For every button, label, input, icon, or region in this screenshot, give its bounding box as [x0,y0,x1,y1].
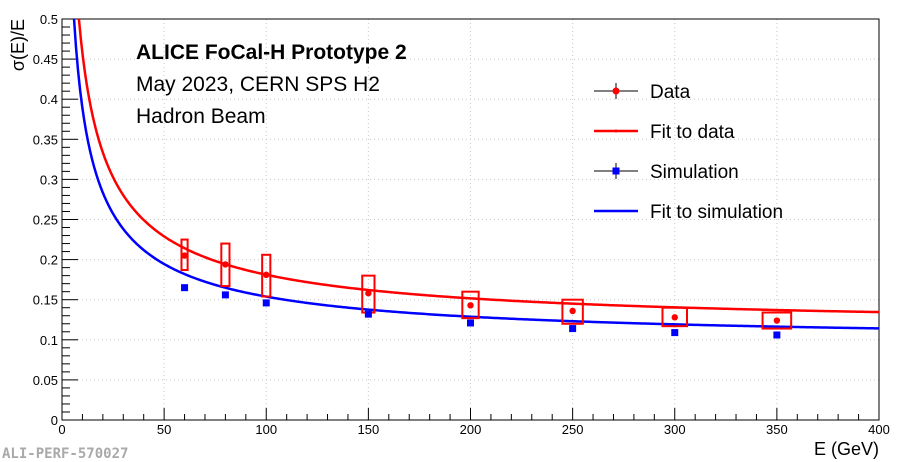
x-axis-title: E (GeV) [814,439,879,459]
x-tick-label: 350 [766,422,788,437]
y-tick-label: 0.3 [40,172,58,187]
simulation-points [181,284,781,339]
data-syst-box [261,253,272,298]
legend-label-data: Data [650,82,691,103]
watermark: ALI-PERF-570027 [2,446,128,462]
legend-label-simulation: Simulation [650,162,739,183]
legend-label-fit-data: Fit to data [650,122,735,143]
y-tick-label: 0.15 [33,293,58,308]
y-tick-label: 0.5 [40,12,58,27]
data-point [222,261,229,268]
grid [62,19,879,420]
simulation-point [671,329,679,337]
data-point [569,307,576,315]
fit-to-simulation-curve [72,18,880,330]
legend-data-marker [612,87,620,95]
simulation-point [221,291,229,299]
simulation-point [773,331,781,339]
data-points [181,252,781,324]
x-tick-label: 200 [460,422,482,437]
data-point [181,252,188,259]
y-tick-label: 0.45 [33,52,58,67]
data-point [773,317,781,324]
x-tick-label: 50 [157,422,171,437]
x-tick-label: 150 [358,422,380,437]
x-tick-labels: 0 50 100 150 200 250 300 350 400 [58,422,889,437]
data-syst-box [661,306,689,328]
y-tick-label: 0.25 [33,213,58,228]
x-tick-label: 100 [255,422,277,437]
data-point [263,271,270,279]
legend-entry-fit-data: Fit to data [594,122,735,143]
legend-label-fit-simulation: Fit to simulation [650,202,783,223]
y-axis-title: σ(E)/E [8,19,28,71]
y-tick-label: 0.2 [40,253,58,268]
legend-entry-fit-simulation: Fit to simulation [594,202,783,223]
simulation-point [569,325,577,333]
data-systematic-boxes [180,238,793,330]
simulation-point [181,284,189,292]
legend: Data Fit to data Simulation Fit to simul… [594,82,783,223]
simulation-point [467,319,474,327]
simulation-point [262,299,270,307]
y-tick-label: 0.4 [40,92,58,107]
data-point [365,290,372,297]
legend-entry-simulation: Simulation [594,162,739,183]
data-syst-box [561,298,584,325]
simulation-point [364,310,372,318]
data-point [467,302,474,309]
axis-ticks [61,18,880,421]
x-tick-label: 300 [664,422,686,437]
legend-entry-data: Data [594,82,691,103]
run-info: May 2023, CERN SPS H2 [136,73,380,96]
x-tick-label: 0 [58,422,65,437]
experiment-title: ALICE FoCal-H Prototype 2 [136,41,407,64]
y-tick-label: 0 [51,413,58,428]
data-syst-box [461,290,480,320]
y-tick-label: 0.35 [33,132,58,147]
y-tick-labels: 0 0.05 0.1 0.15 0.2 0.25 0.3 0.35 0.4 0.45 0.5 [33,12,58,428]
data-point [671,314,678,321]
data-syst-box [220,242,231,288]
legend-simulation-marker [612,167,620,175]
data-syst-box [761,311,793,330]
y-tick-label: 0.05 [33,373,58,388]
beam-info: Hadron Beam [136,105,266,128]
x-tick-label: 250 [562,422,584,437]
x-tick-label: 400 [868,422,890,437]
y-tick-label: 0.1 [40,333,58,348]
